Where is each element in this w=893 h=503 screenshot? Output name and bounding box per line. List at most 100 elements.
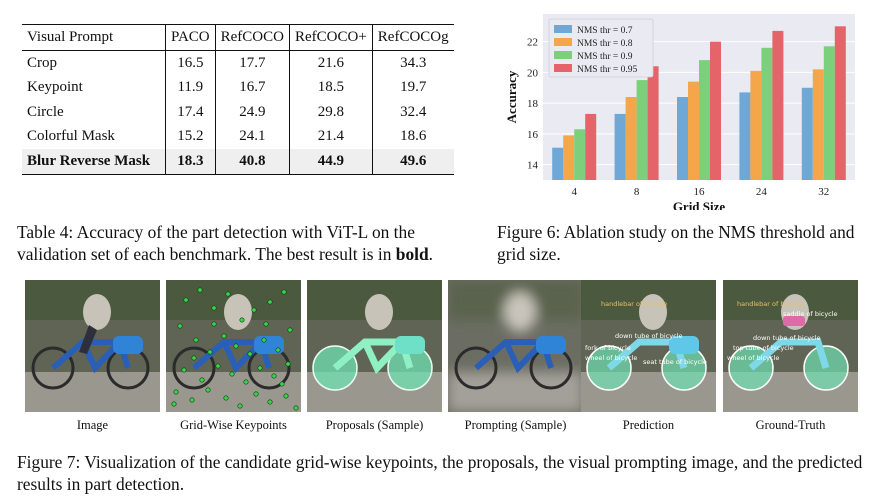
bar bbox=[647, 66, 659, 180]
legend-entry: NMS thr = 0.7 bbox=[577, 26, 633, 36]
keypoint-marker bbox=[247, 351, 253, 357]
keypoint-marker bbox=[177, 323, 183, 329]
cell: 16.5 bbox=[165, 50, 216, 76]
bar bbox=[574, 129, 586, 180]
bar bbox=[625, 97, 637, 180]
panel-label: Ground-Truth bbox=[755, 418, 826, 432]
keypoint-marker bbox=[271, 373, 277, 379]
caption-label: Table 4: bbox=[17, 222, 74, 242]
legend-swatch bbox=[554, 38, 572, 46]
keypoint-marker bbox=[181, 367, 187, 373]
x-tick-label: 8 bbox=[634, 186, 640, 198]
keypoint-marker bbox=[173, 389, 179, 395]
keypoint-marker bbox=[171, 401, 177, 407]
keypoint-marker bbox=[223, 395, 229, 401]
x-tick-label: 32 bbox=[818, 186, 829, 198]
table-header-row: Visual Prompt PACO RefCOCO RefCOCO+ RefC… bbox=[22, 24, 454, 51]
x-axis-label: Grid Size bbox=[673, 199, 726, 210]
bar bbox=[739, 92, 751, 180]
cell: 17.4 bbox=[165, 99, 216, 125]
gt-tag: handlebar of bicycle bbox=[737, 300, 803, 308]
legend-swatch bbox=[554, 51, 572, 59]
keypoint-marker bbox=[287, 327, 293, 333]
bar bbox=[699, 60, 710, 180]
cell: 24.9 bbox=[215, 99, 290, 125]
header-refcocog: RefCOCOg bbox=[377, 29, 449, 45]
y-tick-label: 14 bbox=[527, 160, 539, 172]
keypoint-marker bbox=[225, 291, 231, 297]
cell: 16.7 bbox=[215, 75, 290, 100]
prediction-tag: seat tube of bicycle bbox=[643, 358, 707, 366]
cell: 21.6 bbox=[289, 50, 373, 76]
panel-label: Grid-Wise Keypoints bbox=[180, 418, 287, 432]
header-visual-prompt: Visual Prompt bbox=[22, 24, 166, 51]
cell: 18.6 bbox=[400, 128, 427, 145]
panel-prompting bbox=[448, 280, 583, 412]
keypoint-marker bbox=[193, 337, 199, 343]
row-label: Crop bbox=[22, 50, 166, 76]
keypoint-marker bbox=[211, 305, 217, 311]
keypoint-marker bbox=[279, 381, 285, 387]
legend-entry: NMS thr = 0.95 bbox=[577, 65, 638, 75]
keypoint-marker bbox=[183, 297, 189, 303]
panel-label: Image bbox=[76, 418, 109, 432]
keypoint-marker bbox=[243, 379, 249, 385]
header-refcoco: RefCOCO bbox=[215, 24, 290, 51]
legend-swatch bbox=[554, 64, 572, 72]
figure7-caption: Figure 7: Visualization of the candidate… bbox=[17, 451, 882, 495]
bar bbox=[563, 135, 575, 180]
caption-text: Accuracy of the part detection with ViT-… bbox=[17, 222, 415, 264]
nms-grid-bar-chart: 14 16 18 20 22 4 8 16 24 32 Grid Size Accuracy NMS t… bbox=[505, 14, 855, 210]
panel-prediction: handlebar of bicycle down tube of bicycl… bbox=[581, 280, 716, 412]
cell: 19.7 bbox=[400, 79, 427, 96]
bar bbox=[552, 147, 564, 180]
keypoint-marker bbox=[267, 299, 273, 305]
cell: 15.2 bbox=[165, 124, 216, 149]
bar bbox=[812, 69, 824, 180]
x-tick-label: 16 bbox=[694, 186, 706, 198]
cell: 49.6 bbox=[372, 148, 454, 175]
gt-tag: top tube of bicycle bbox=[733, 344, 794, 352]
bar bbox=[823, 46, 835, 181]
table-row: Colorful Mask 15.2 24.1 21.4 18.6 bbox=[22, 124, 454, 149]
bar bbox=[688, 81, 699, 180]
keypoint-marker bbox=[207, 349, 213, 355]
caption-label: Figure 7: bbox=[17, 452, 81, 472]
cell: 34.3 bbox=[400, 54, 427, 71]
legend-entry: NMS thr = 0.9 bbox=[577, 52, 633, 62]
caption-text: Visualization of the candidate grid-wise… bbox=[17, 452, 863, 494]
prediction-tag: handlebar of bicycle bbox=[601, 300, 667, 308]
keypoint-marker bbox=[253, 391, 259, 397]
row-label: Blur Reverse Mask bbox=[22, 148, 166, 175]
keypoint-marker bbox=[215, 363, 221, 369]
row-label: Colorful Mask bbox=[22, 124, 166, 149]
bar bbox=[636, 80, 648, 180]
prediction-tag: down tube of bicycle bbox=[615, 332, 683, 340]
panel-label: Prediction bbox=[622, 418, 675, 432]
table-row-best: Blur Reverse Mask 18.3 40.8 44.9 49.6 bbox=[22, 148, 454, 175]
cell: 29.8 bbox=[289, 99, 373, 125]
header-paco: PACO bbox=[165, 24, 216, 51]
bar bbox=[677, 97, 688, 180]
keypoint-marker bbox=[191, 355, 197, 361]
keypoint-marker bbox=[237, 403, 243, 409]
keypoint-marker bbox=[283, 393, 289, 399]
y-axis-label: Accuracy bbox=[505, 70, 519, 123]
keypoint-marker bbox=[285, 361, 291, 367]
bar bbox=[834, 26, 846, 181]
cell: 11.9 bbox=[165, 75, 216, 100]
x-tick-label: 24 bbox=[756, 186, 768, 198]
bar bbox=[772, 30, 784, 180]
keypoint-marker bbox=[251, 307, 257, 313]
panel-grid-keypoints bbox=[166, 280, 301, 412]
keypoint-marker bbox=[197, 287, 203, 293]
gt-tag: down tube of bicycle bbox=[753, 334, 821, 342]
keypoint-marker bbox=[199, 377, 205, 383]
row-label: Keypoint bbox=[22, 75, 166, 100]
keypoint-marker bbox=[205, 387, 211, 393]
cell: 17.7 bbox=[215, 50, 290, 76]
cell: 18.3 bbox=[165, 148, 216, 175]
keypoint-marker bbox=[189, 397, 195, 403]
figure6-caption: Figure 6: Ablation study on the NMS thre… bbox=[497, 221, 877, 265]
keypoint-marker bbox=[211, 321, 217, 327]
